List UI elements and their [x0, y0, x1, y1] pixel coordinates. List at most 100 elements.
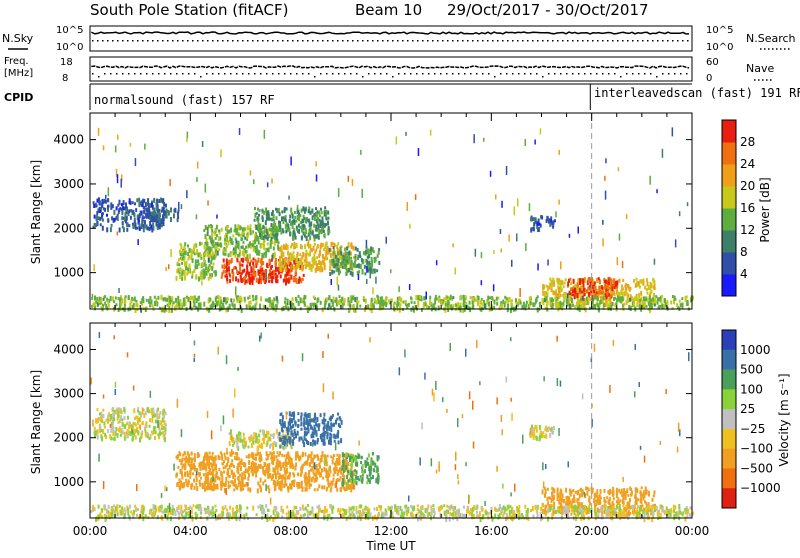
freq-panel: [90, 57, 692, 81]
data-cell: [243, 462, 245, 467]
data-cell: [332, 414, 334, 417]
nave-point: [104, 73, 106, 75]
data-cell: [146, 299, 148, 302]
nsearch-point: [437, 40, 439, 42]
data-cell: [323, 413, 325, 417]
data-cell: [583, 283, 585, 287]
data-cell: [297, 412, 299, 415]
data-cell: [263, 435, 265, 440]
data-cell: [564, 282, 566, 285]
data-cell: [279, 419, 281, 424]
data-cell: [145, 433, 147, 438]
data-cell: [312, 477, 314, 480]
data-cell: [293, 278, 295, 282]
data-cell: [261, 209, 263, 212]
data-cell: [374, 298, 376, 302]
data-cell: [542, 298, 544, 303]
data-cell: [285, 279, 287, 283]
data-cell: [360, 264, 362, 269]
data-cell: [226, 262, 228, 267]
data-cell: [577, 282, 579, 287]
data-cell: [218, 468, 220, 471]
data-cell: [293, 437, 295, 440]
data-cell: [231, 463, 233, 467]
data-cell: [676, 303, 678, 307]
data-cell: [262, 276, 264, 280]
data-cell: [269, 304, 271, 308]
nsearch-point: [187, 40, 189, 42]
data-cell: [290, 246, 292, 249]
data-cell: [301, 227, 303, 232]
data-cell: [355, 462, 357, 466]
data-cell: [352, 179, 354, 186]
data-cell: [294, 211, 296, 214]
data-cell: [135, 223, 137, 228]
data-cell: [209, 273, 211, 276]
data-cell: [514, 206, 516, 215]
data-cell: [138, 215, 140, 218]
data-cell: [314, 414, 316, 417]
data-cell: [306, 414, 308, 419]
data-cell: [465, 302, 467, 305]
data-cell: [227, 459, 229, 463]
data-cell: [165, 267, 167, 271]
data-cell: [113, 210, 115, 215]
data-cell: [177, 466, 179, 469]
data-cell: [323, 257, 325, 261]
data-cell: [153, 198, 155, 203]
noise-traces: [92, 32, 689, 42]
data-cell: [622, 261, 624, 268]
data-cell: [330, 488, 332, 492]
nave-point: [584, 73, 586, 75]
data-cell: [127, 416, 129, 420]
data-cell: [651, 283, 653, 288]
data-cell: [164, 437, 166, 442]
data-cell: [205, 247, 207, 250]
data-cell: [109, 419, 111, 422]
data-cell: [429, 296, 431, 300]
nsearch-point: [352, 40, 354, 42]
data-cell: [530, 217, 532, 221]
data-cell: [238, 482, 240, 487]
data-cell: [254, 433, 256, 436]
data-cell: [216, 301, 218, 306]
data-cell: [626, 214, 628, 219]
nsearch-point: [142, 40, 144, 42]
data-cell: [306, 482, 308, 487]
nave-point: [500, 73, 502, 75]
data-cell: [493, 306, 495, 309]
nsearch-point: [232, 40, 234, 42]
data-cell: [493, 250, 495, 254]
data-cell: [324, 442, 326, 446]
data-cell: [269, 260, 271, 264]
data-cell: [315, 161, 317, 166]
data-cell: [329, 436, 331, 441]
data-cell: [105, 195, 107, 199]
data-cell: [134, 417, 136, 420]
data-cell: [319, 465, 321, 469]
data-cell: [122, 431, 124, 435]
data-cell: [240, 435, 242, 438]
data-cell: [388, 299, 390, 302]
nave-point: [332, 73, 334, 75]
data-cell: [294, 421, 296, 425]
freq-tick-bottom: 8: [62, 73, 68, 84]
data-cell: [495, 194, 497, 199]
data-cell: [555, 301, 557, 306]
freq-label: Freq.: [4, 56, 29, 67]
data-cell: [601, 285, 603, 289]
data-cell: [652, 297, 654, 301]
data-cell: [212, 452, 214, 455]
data-cell: [315, 225, 317, 229]
data-cell: [268, 488, 270, 493]
data-cell: [370, 460, 372, 464]
data-cell: [184, 472, 186, 477]
data-cell: [216, 234, 218, 237]
data-cell: [321, 468, 323, 472]
nave-point: [236, 73, 238, 75]
data-cell: [345, 465, 347, 469]
nave-point: [182, 73, 184, 75]
data-cell: [353, 473, 355, 476]
data-cell: [371, 257, 373, 262]
data-cell: [666, 300, 668, 305]
